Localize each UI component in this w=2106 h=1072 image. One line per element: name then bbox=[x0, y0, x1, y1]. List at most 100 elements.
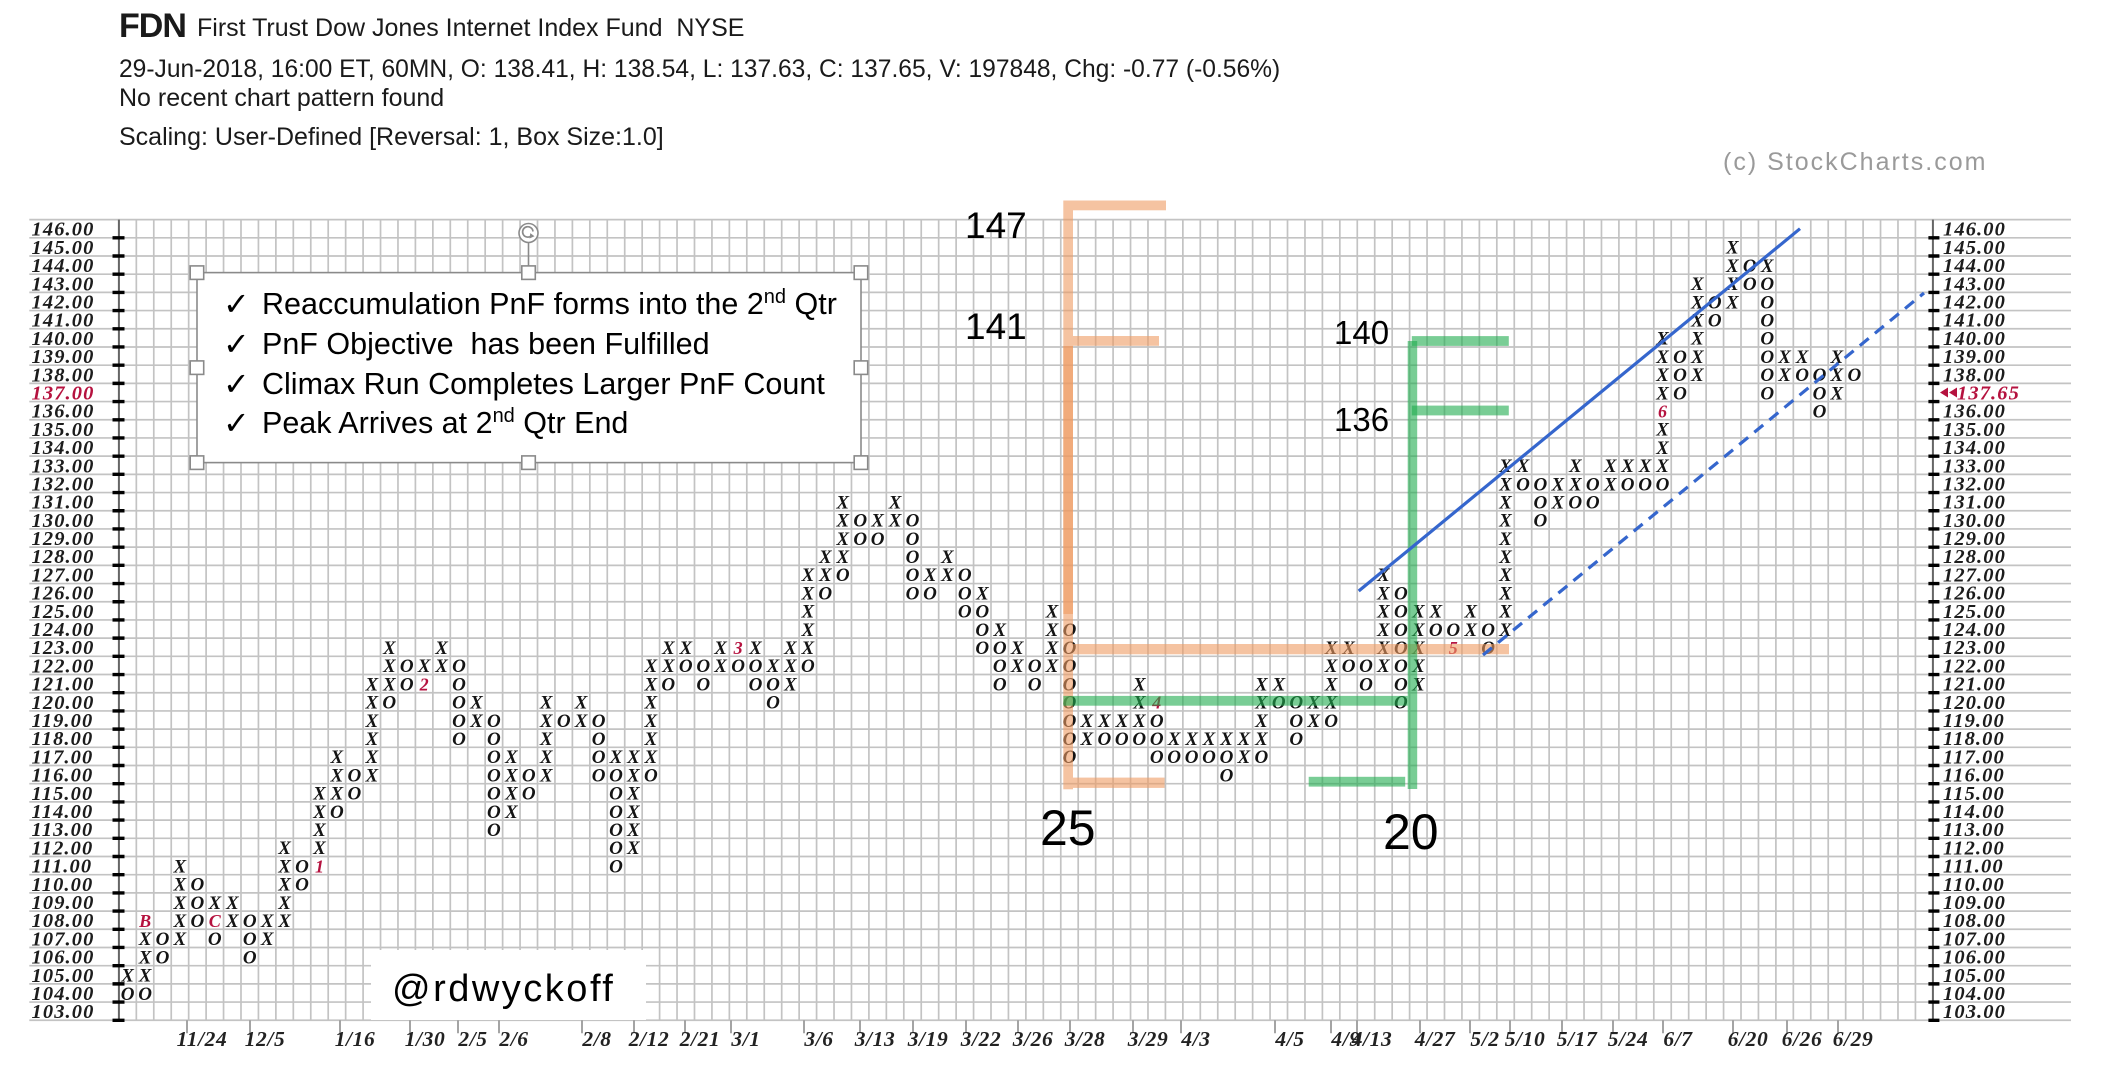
svg-text:O: O bbox=[1185, 747, 1199, 768]
svg-text:X: X bbox=[1603, 474, 1618, 495]
svg-text:X: X bbox=[766, 656, 781, 677]
svg-text:O: O bbox=[609, 838, 623, 859]
svg-text:O: O bbox=[348, 765, 362, 786]
svg-text:X: X bbox=[1690, 347, 1705, 368]
svg-text:O: O bbox=[592, 729, 606, 750]
svg-text:X: X bbox=[1045, 638, 1060, 659]
svg-text:O: O bbox=[156, 947, 170, 968]
svg-text:O: O bbox=[609, 765, 623, 786]
svg-text:126.00: 126.00 bbox=[1943, 583, 2006, 605]
svg-text:127.00: 127.00 bbox=[32, 564, 95, 586]
svg-text:X: X bbox=[888, 493, 903, 514]
svg-text:136: 136 bbox=[1334, 401, 1389, 438]
svg-text:X: X bbox=[1254, 674, 1269, 695]
svg-text:O: O bbox=[1534, 493, 1548, 514]
svg-text:X: X bbox=[312, 838, 327, 859]
svg-text:X: X bbox=[330, 784, 345, 805]
svg-text:X: X bbox=[312, 784, 327, 805]
svg-text:C: C bbox=[209, 911, 222, 931]
svg-text:X: X bbox=[1777, 347, 1792, 368]
svg-text:135.00: 135.00 bbox=[32, 419, 95, 441]
svg-text:O: O bbox=[487, 729, 501, 750]
svg-text:X: X bbox=[1271, 674, 1286, 695]
svg-text:O: O bbox=[592, 711, 606, 732]
svg-text:O: O bbox=[1481, 620, 1495, 641]
svg-text:O: O bbox=[330, 802, 344, 823]
svg-text:141: 141 bbox=[965, 306, 1027, 347]
svg-text:109.00: 109.00 bbox=[32, 892, 95, 914]
svg-text:O: O bbox=[138, 984, 152, 1005]
svg-text:X: X bbox=[539, 729, 554, 750]
svg-text:X: X bbox=[120, 966, 135, 987]
svg-text:X: X bbox=[225, 893, 240, 914]
svg-text:O: O bbox=[1028, 674, 1042, 695]
svg-text:X: X bbox=[801, 583, 816, 604]
svg-text:O: O bbox=[1760, 311, 1774, 332]
svg-text:X: X bbox=[835, 511, 850, 532]
svg-text:X: X bbox=[783, 638, 798, 659]
svg-text:X: X bbox=[1498, 602, 1513, 623]
svg-text:O: O bbox=[975, 620, 989, 641]
svg-text:X: X bbox=[312, 802, 327, 823]
svg-text:145.00: 145.00 bbox=[1943, 237, 2006, 259]
svg-text:117.00: 117.00 bbox=[1943, 746, 2005, 768]
svg-text:107.00: 107.00 bbox=[1943, 928, 2006, 950]
svg-text:O: O bbox=[1673, 383, 1687, 404]
svg-text:X: X bbox=[1655, 383, 1670, 404]
svg-text:O: O bbox=[644, 765, 658, 786]
svg-text:115.00: 115.00 bbox=[32, 783, 94, 805]
svg-text:X: X bbox=[1830, 347, 1845, 368]
svg-text:X: X bbox=[1498, 474, 1513, 495]
svg-text:X: X bbox=[1010, 638, 1025, 659]
svg-text:X: X bbox=[748, 638, 763, 659]
svg-text:105.00: 105.00 bbox=[1943, 965, 2006, 987]
svg-text:X: X bbox=[1655, 456, 1670, 477]
svg-text:X: X bbox=[504, 784, 519, 805]
svg-text:115.00: 115.00 bbox=[1943, 783, 2005, 805]
svg-text:X: X bbox=[138, 929, 153, 950]
svg-text:3/28: 3/28 bbox=[1064, 1027, 1106, 1051]
svg-text:O: O bbox=[836, 565, 850, 586]
svg-text:122.00: 122.00 bbox=[32, 655, 95, 677]
svg-text:X: X bbox=[1498, 565, 1513, 586]
svg-text:X: X bbox=[1132, 711, 1147, 732]
svg-text:X: X bbox=[382, 674, 397, 695]
svg-text:X: X bbox=[364, 729, 379, 750]
svg-text:O: O bbox=[522, 765, 536, 786]
svg-text:X: X bbox=[1097, 711, 1112, 732]
svg-text:O: O bbox=[452, 729, 466, 750]
svg-text:X: X bbox=[1498, 547, 1513, 568]
svg-text:X: X bbox=[434, 656, 449, 677]
svg-text:X: X bbox=[626, 838, 641, 859]
svg-text:PnF Objective has been Fulfil: PnF Objective has been Fulfilled bbox=[262, 327, 710, 361]
svg-text:137.00: 137.00 bbox=[32, 383, 95, 405]
svg-text:X: X bbox=[1638, 456, 1653, 477]
svg-text:130.00: 130.00 bbox=[1943, 510, 2006, 532]
svg-text:X: X bbox=[1306, 711, 1321, 732]
svg-text:Climax Run Completes Larger Pn: Climax Run Completes Larger PnF Count bbox=[262, 367, 825, 401]
svg-text:137.65: 137.65 bbox=[1957, 383, 2020, 405]
svg-text:4/5: 4/5 bbox=[1274, 1027, 1304, 1051]
svg-text:5/17: 5/17 bbox=[1557, 1027, 1598, 1051]
svg-text:125.00: 125.00 bbox=[1943, 601, 2006, 623]
svg-text:X: X bbox=[1620, 456, 1635, 477]
svg-text:O: O bbox=[1202, 747, 1216, 768]
svg-text:✓: ✓ bbox=[223, 326, 250, 362]
svg-text:X: X bbox=[1498, 583, 1513, 604]
svg-text:O: O bbox=[1848, 365, 1862, 386]
svg-text:X: X bbox=[1568, 456, 1583, 477]
svg-text:O: O bbox=[1446, 620, 1460, 641]
svg-text:X: X bbox=[173, 875, 188, 896]
svg-text:First Trust Dow Jones Internet: First Trust Dow Jones Internet Index Fun… bbox=[197, 14, 744, 42]
svg-text:X: X bbox=[818, 565, 833, 586]
svg-text:O: O bbox=[1429, 620, 1443, 641]
svg-text:123.00: 123.00 bbox=[1943, 637, 2006, 659]
svg-text:X: X bbox=[1551, 493, 1566, 514]
svg-text:X: X bbox=[801, 620, 816, 641]
svg-text:X: X bbox=[277, 893, 292, 914]
svg-text:118.00: 118.00 bbox=[32, 728, 94, 750]
svg-text:X: X bbox=[801, 602, 816, 623]
svg-text:X: X bbox=[713, 656, 728, 677]
svg-text:O: O bbox=[906, 511, 920, 532]
svg-text:118.00: 118.00 bbox=[1943, 728, 2005, 750]
